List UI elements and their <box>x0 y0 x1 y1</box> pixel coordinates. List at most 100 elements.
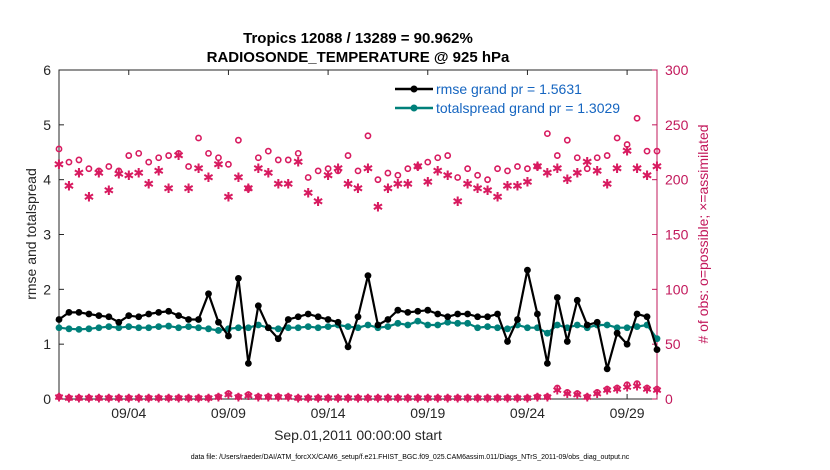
totalspread-point <box>364 321 372 329</box>
obs-assimilated-point: ✱ <box>432 164 443 179</box>
obs-assimilated-point: ✱ <box>323 169 334 184</box>
obs-possible-low-point <box>254 393 262 401</box>
rmse-point <box>643 313 651 321</box>
obs-assimilated-point: ✱ <box>502 180 513 195</box>
obs-assimilated-low-point: ✱ <box>134 391 144 405</box>
obs-possible-point <box>195 134 202 142</box>
obs-assimilated-low-point: ✱ <box>54 390 64 404</box>
obs-assimilated-point: ✱ <box>402 178 413 193</box>
rmse-point <box>494 310 501 318</box>
obs-possible-low-point <box>215 393 222 401</box>
obs-possible-point <box>534 163 541 170</box>
obs-assimilated-low-point: ✱ <box>84 391 94 405</box>
obs-assimilated-low-point: ✱ <box>602 384 612 398</box>
obs-possible-point <box>314 167 322 175</box>
obs-assimilated-low-point: ✱ <box>74 391 84 405</box>
obs-possible-point <box>324 165 332 173</box>
obs-possible-low-point <box>225 390 232 397</box>
rmse-point <box>284 316 292 323</box>
obs-assimilated-low-point: ✱ <box>233 390 243 404</box>
obs-possible-low-point <box>374 394 382 402</box>
rmse-point <box>264 324 272 332</box>
obs-possible-point <box>65 158 73 166</box>
obs-assimilated-low-point: ✱ <box>243 389 253 403</box>
totalspread-point <box>254 321 262 329</box>
obs-possible-point <box>145 158 153 166</box>
totalspread-point <box>354 324 362 332</box>
obs-possible-low-point <box>264 393 272 401</box>
left-tick-label: 3 <box>43 227 51 243</box>
left-tick-label: 4 <box>43 172 51 188</box>
obs-assimilated-low-point: ✱ <box>443 391 453 405</box>
totalspread-point <box>145 324 153 332</box>
x-tick-label: 09/29 <box>610 405 645 421</box>
obs-assimilated-point: ✱ <box>592 164 603 179</box>
obs-assimilated-point: ✱ <box>552 162 563 177</box>
obs-assimilated-low-point: ✱ <box>612 383 622 397</box>
obs-assimilated-low-point: ✱ <box>104 391 114 405</box>
totalspread-point <box>274 325 282 333</box>
obs-assimilated-point: ✱ <box>622 145 633 160</box>
obs-possible-point <box>95 167 103 175</box>
obs-assimilated-point: ✱ <box>412 160 423 175</box>
obs-possible-point <box>274 156 282 164</box>
rmse-point <box>65 308 73 316</box>
obs-possible-point <box>464 165 472 173</box>
obs-possible-low-point <box>334 394 342 402</box>
totalspread-point <box>304 323 312 331</box>
obs-possible-point <box>155 154 163 162</box>
obs-assimilated-point: ✱ <box>273 178 284 193</box>
obs-possible-point <box>75 156 83 164</box>
totalspread-point <box>424 321 432 329</box>
obs-possible-point <box>494 165 501 173</box>
right-tick-label: 150 <box>665 227 689 243</box>
obs-possible-low-point <box>294 394 302 402</box>
obs-assimilated-point: ✱ <box>522 175 533 190</box>
obs-assimilated-point: ✱ <box>642 169 653 184</box>
obs-possible-low-point <box>484 394 491 402</box>
obs-assimilated-low-point: ✱ <box>403 391 413 405</box>
obs-assimilated-low-point: ✱ <box>283 390 293 404</box>
obs-assimilated-low-point: ✱ <box>483 391 493 405</box>
obs-assimilated-point: ✱ <box>452 195 463 210</box>
rmse-point <box>563 338 571 345</box>
x-tick-label: 09/14 <box>311 405 346 421</box>
obs-possible-point <box>603 152 611 159</box>
rmse-point <box>484 313 491 321</box>
obs-possible-point <box>85 165 93 173</box>
obs-possible-point <box>374 176 382 184</box>
obs-assimilated-point: ✱ <box>153 164 164 179</box>
obs-possible-point <box>514 163 521 170</box>
legend-rmse-label: rmse grand pr = 1.5631 <box>436 81 582 97</box>
obs-assimilated-low-point: ✱ <box>363 391 373 405</box>
rmse-point <box>603 365 611 373</box>
totalspread-point <box>185 323 192 331</box>
obs-possible-low-point <box>145 394 153 402</box>
obs-assimilated-low-point: ✱ <box>333 391 343 405</box>
totalspread-point <box>95 324 103 332</box>
obs-possible-low-point <box>135 394 143 402</box>
obs-assimilated-point: ✱ <box>343 178 354 193</box>
left-tick-label: 0 <box>43 391 51 407</box>
obs-possible-point <box>304 174 312 181</box>
obs-possible-point <box>454 174 462 181</box>
totalspread-point <box>235 324 242 332</box>
obs-assimilated-point: ✱ <box>183 182 194 197</box>
totalspread-point <box>504 325 511 333</box>
obs-assimilated-point: ✱ <box>253 162 264 177</box>
totalspread-point <box>65 325 73 333</box>
rmse-point <box>55 316 63 323</box>
obs-assimilated-point: ✱ <box>143 178 154 193</box>
obs-possible-low-point <box>65 394 73 402</box>
obs-possible-point <box>225 160 232 168</box>
totalspread-point <box>324 323 332 331</box>
obs-assimilated-low-point: ✱ <box>194 391 204 405</box>
obs-assimilated-point: ✱ <box>602 178 613 193</box>
obs-possible-point <box>334 167 342 175</box>
totalspread-point <box>484 323 491 331</box>
obs-possible-low-point <box>105 394 113 402</box>
obs-possible-low-point <box>603 385 611 393</box>
obs-possible-point <box>573 154 581 162</box>
obs-possible-point <box>185 163 192 170</box>
